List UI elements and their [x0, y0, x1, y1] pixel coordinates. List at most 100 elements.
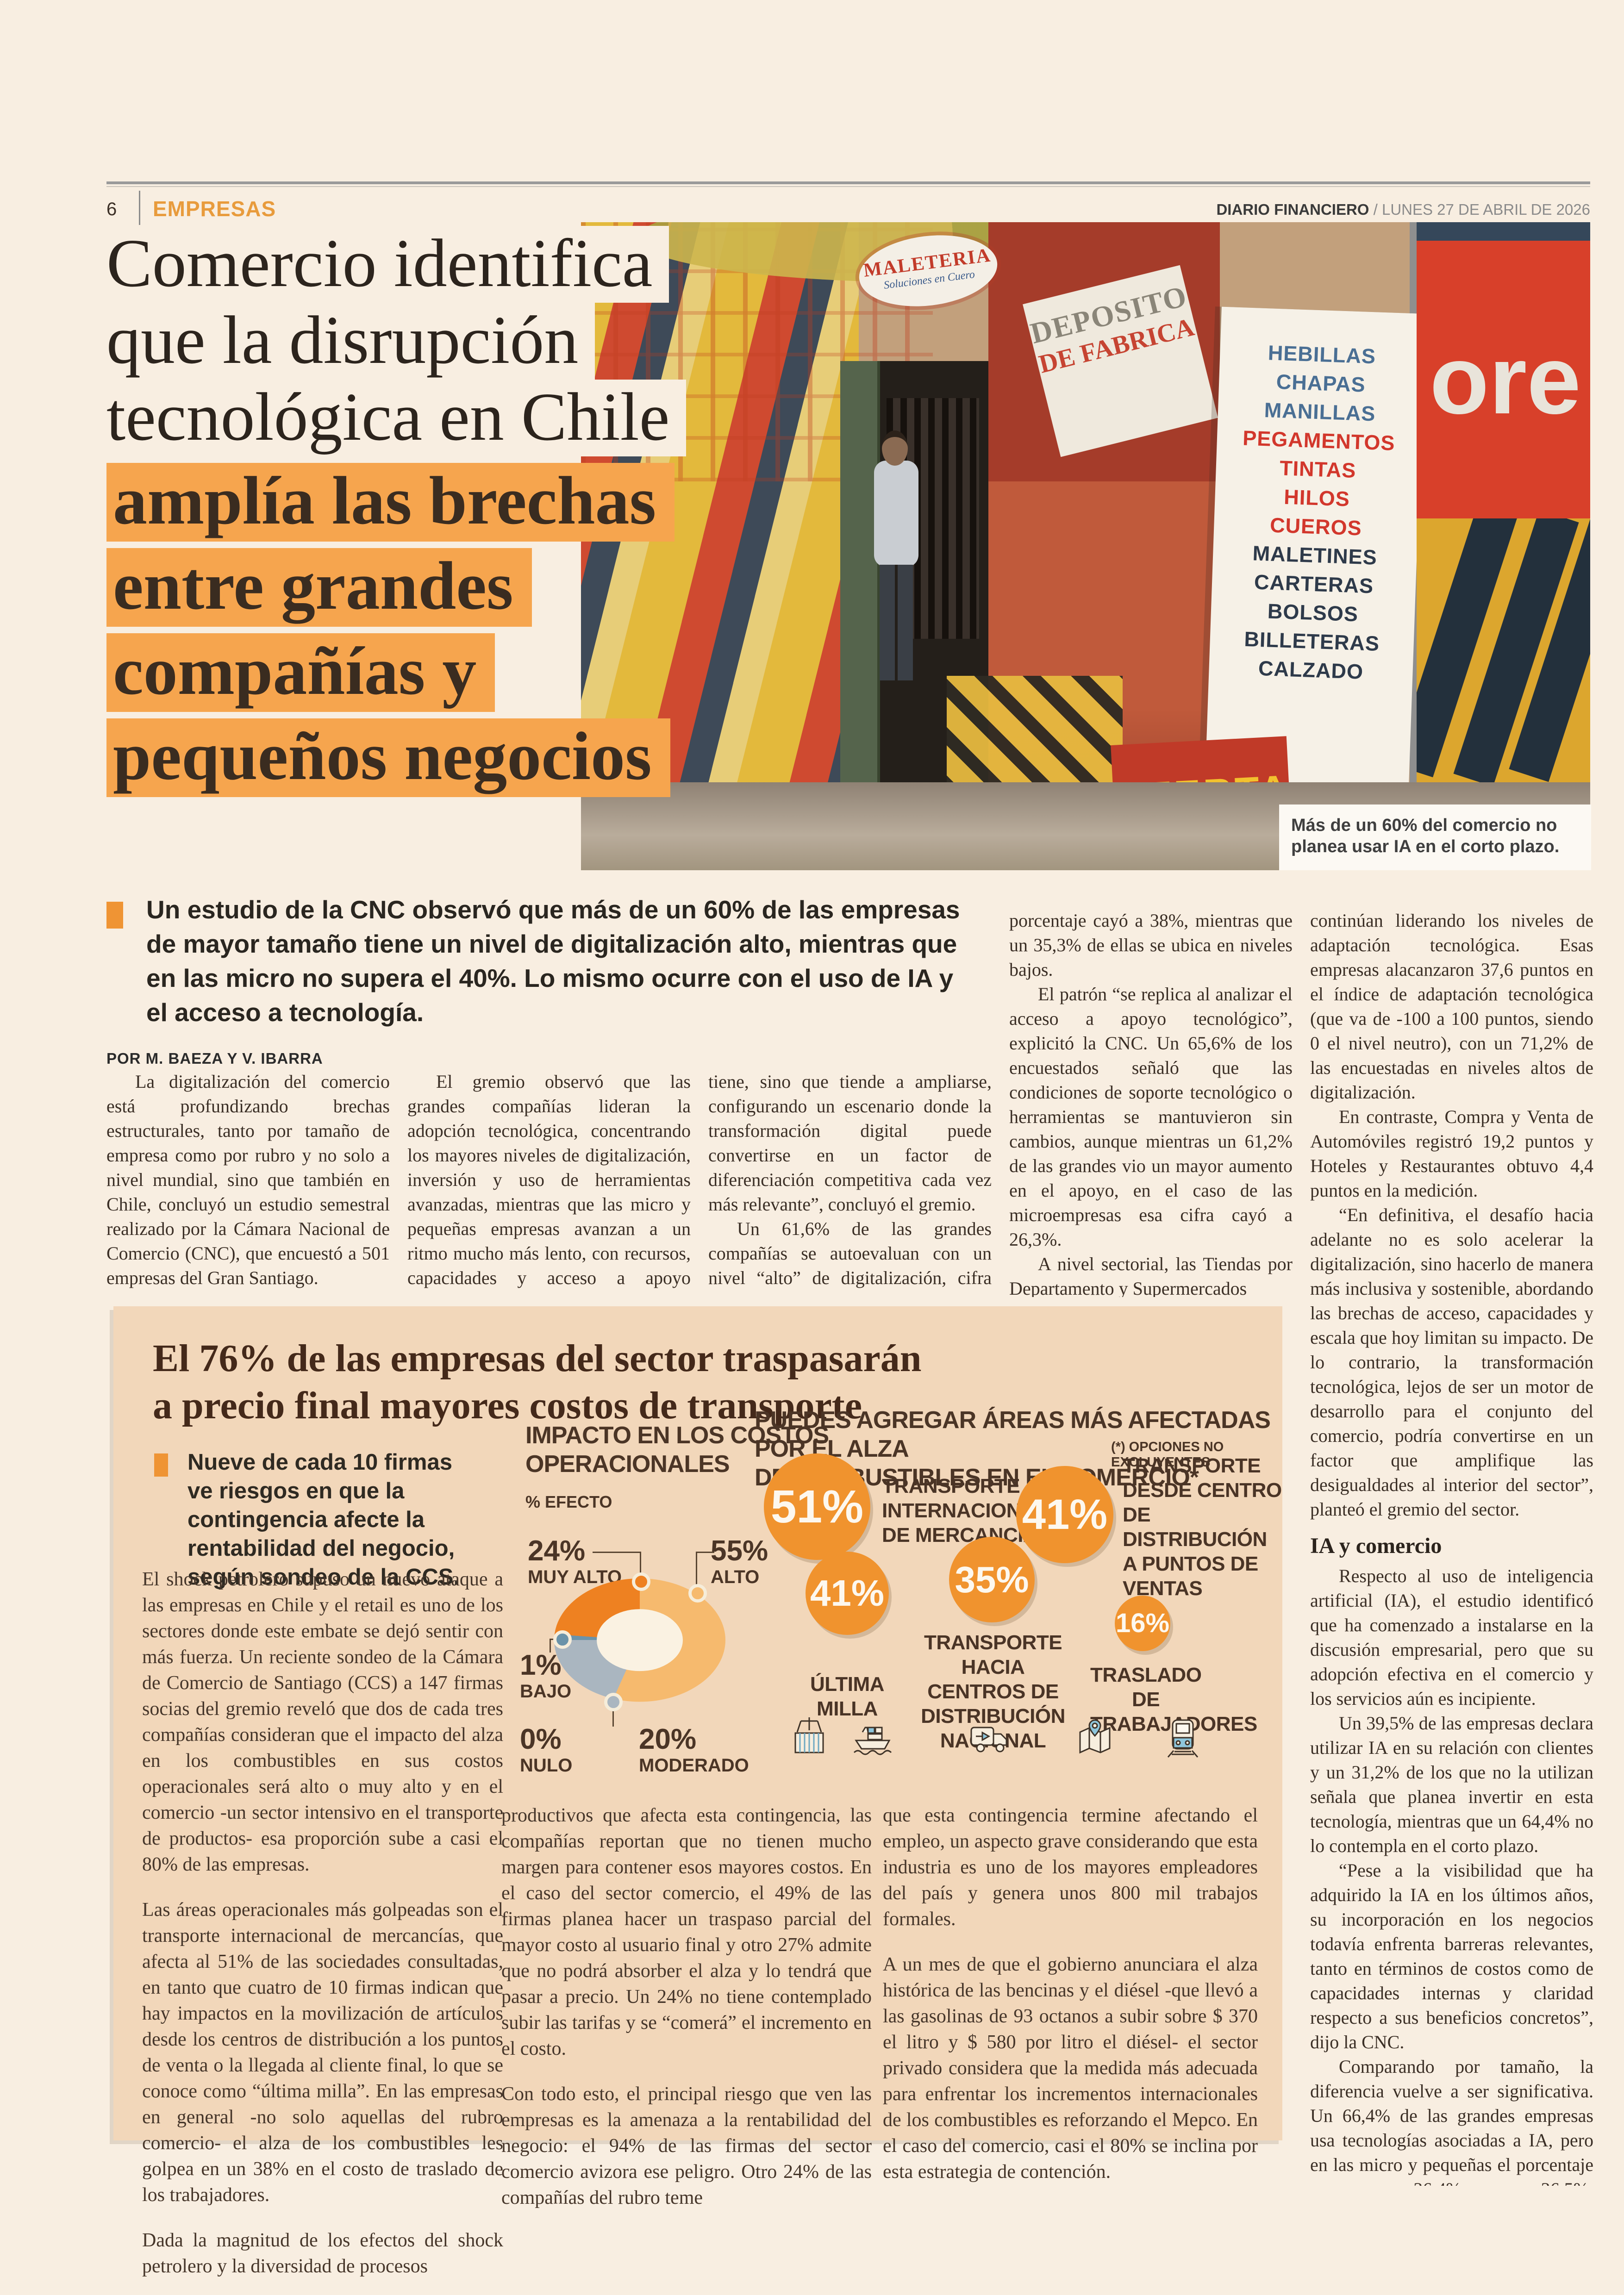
article-column-5: continúan liderando los niveles de adapt… — [1310, 908, 1593, 2186]
box-paragraph: productivos que afecta esta contingencia… — [501, 1805, 872, 2059]
leader-line — [696, 1552, 697, 1593]
donut-hole — [597, 1609, 683, 1671]
headline-highlight-line: compañías y — [106, 633, 495, 712]
article-paragraph: continúan liderando los niveles de adapt… — [1310, 910, 1593, 1103]
masthead-brand: DIARIO FINANCIERO — [1216, 201, 1369, 218]
masthead-date: / LUNES 27 DE ABRIL DE 2026 — [1369, 201, 1590, 218]
donut-dot-alto — [688, 1584, 707, 1603]
article-paragraph: Comparando por tamaño, la diferencia vue… — [1310, 2056, 1593, 2186]
billboard-letters: ore — [1430, 325, 1581, 434]
box-paragraph: Dada la magnitud de los efectos del shoc… — [142, 2230, 503, 2277]
leader-line — [640, 1552, 641, 1579]
leader-line — [696, 1552, 714, 1553]
bubble-35-label: TRANSPORTE HACIA CENTROS DE DISTRIBUCIÓN… — [921, 1631, 1065, 1752]
bubble-16: 16% — [1115, 1596, 1170, 1651]
bubble-41b-label: ÚLTIMA MILLA — [810, 1673, 884, 1720]
truck-icon — [964, 1714, 1015, 1760]
box-column-3: que esta contingencia termine afectando … — [883, 1783, 1258, 2183]
person-jacket — [874, 461, 918, 567]
donut-dot-moderado — [604, 1693, 623, 1711]
headline-line: tecnológica en Chile — [106, 380, 687, 456]
page-number: 6 — [106, 199, 117, 219]
box-paragraph: Con todo esto, el principal riesgo que v… — [501, 2083, 872, 2208]
bubble-41a-label: TRANSPORTE DESDE CENTRO DE DISTRIBUCIÓN … — [1123, 1454, 1282, 1600]
leader-line — [550, 1639, 551, 1653]
green-door — [840, 361, 880, 824]
bubble-chart-note: (*) OPCIONES NO EXCLUYENTES — [1111, 1440, 1224, 1470]
headline-plain: Comercio identifica que la disrupción te… — [106, 226, 856, 456]
leader-line — [612, 1704, 614, 1727]
article-paragraph: Respecto al uso de inteligencia artifici… — [1310, 1565, 1593, 1709]
box-paragraph: que esta contingencia termine afectando … — [883, 1805, 1258, 1930]
box-paragraph: Las áreas operacionales más golpeadas so… — [142, 1899, 503, 2206]
lead-bullet-square — [106, 902, 123, 929]
bubble-51: 51% — [764, 1453, 870, 1560]
lead-paragraph: Un estudio de la CNC observó que más de … — [146, 895, 960, 1027]
masthead: DIARIO FINANCIERO / LUNES 27 DE ABRIL DE… — [1216, 201, 1590, 218]
box-title: El 76% de las empresas del sector traspa… — [153, 1337, 922, 1427]
article-paragraph: Un 61,6% de las grandes compañías se aut… — [708, 1218, 992, 1288]
article-column-1: La digitalización del comercio está prof… — [106, 1069, 390, 1291]
donut-dot-bajo — [553, 1630, 572, 1649]
article-column-3: tiene, sino que tiende a ampliarse, conf… — [708, 1069, 992, 1291]
section-kicker[interactable]: EMPRESAS — [153, 197, 276, 221]
headline-highlight-line: amplía las brechas — [106, 463, 675, 542]
box-paragraph: A un mes de que el gobierno anunciara el… — [883, 1954, 1258, 2183]
article-paragraph: tiene, sino que tiende a ampliarse, conf… — [708, 1071, 992, 1215]
article-column-4: porcentaje cayó a 38%, mientras que un 3… — [1009, 908, 1293, 1297]
map-icon — [1069, 1714, 1120, 1760]
donut-chart — [554, 1578, 725, 1702]
subhead-ia-y-comercio: IA y comercio — [1310, 1534, 1442, 1558]
person-head — [882, 430, 908, 466]
bubble-41b: 41% — [806, 1552, 889, 1635]
donut-label-alto: 55% ALTO — [711, 1535, 768, 1588]
article-paragraph: A nivel sectorial, las Tiendas por Depar… — [1009, 1254, 1293, 1297]
yellow-billboard — [1417, 518, 1590, 782]
byline: POR M. BAEZA Y V. IBARRA — [106, 1050, 323, 1067]
article-paragraph: El gremio observó que las grandes compañ… — [407, 1071, 691, 1288]
headline-highlight: amplía las brechas entre grandes compañí… — [106, 456, 856, 797]
products-sign: HEBILLAS CHAPAS MANILLAS PEGAMENTOS TINT… — [1204, 306, 1425, 811]
person-legs — [880, 565, 913, 680]
article-paragraph: Un 39,5% de las empresas declara utiliza… — [1310, 1713, 1593, 1856]
box-bullet-square — [154, 1453, 168, 1477]
donut-chart-title: IMPACTO EN LOS COSTOS OPERACIONALES — [525, 1422, 829, 1478]
article-column-2: El gremio observó que las grandes compañ… — [407, 1069, 691, 1291]
box-bullet-text: Nueve de cada 10 firmas ve riesgos en qu… — [187, 1450, 460, 1590]
article-paragraph: En contraste, Compra y Venta de Automóvi… — [1310, 1106, 1593, 1201]
box-paragraph: El shock petrolero supuso un nuevo ataqu… — [142, 1569, 503, 1875]
donut-label-bajo: 1% BAJO — [520, 1649, 572, 1702]
train-icon — [1157, 1714, 1208, 1760]
container-icon — [784, 1714, 835, 1760]
red-billboard: ore — [1417, 222, 1590, 537]
infographic-box: El 76% de las empresas del sector traspa… — [113, 1306, 1282, 2277]
headline-highlight-line: pequeños negocios — [106, 718, 670, 797]
leader-line — [593, 1552, 641, 1553]
donut-dot-muy-alto — [632, 1572, 650, 1591]
top-rule — [106, 181, 1590, 184]
kicker-divider — [139, 191, 140, 225]
headline-highlight-line: entre grandes — [106, 548, 532, 627]
box-column-2: productivos que afecta esta contingencia… — [501, 1783, 872, 2208]
box-column-1: El shock petrolero supuso un nuevo ataqu… — [142, 1547, 503, 2277]
article-paragraph: “En definitiva, el desafío hacia adelant… — [1310, 1204, 1593, 1520]
bubble-41a: 41% — [1016, 1466, 1113, 1563]
article-paragraph: “Pese a la visibilidad que ha adquirido … — [1310, 1860, 1593, 2052]
top-rule-thin — [106, 186, 1590, 187]
article-paragraph: El patrón “se replica al analizar el acc… — [1009, 984, 1293, 1250]
bubble-35: 35% — [949, 1537, 1035, 1622]
lead-paragraph-wrap: Un estudio de la CNC observó que más de … — [106, 892, 977, 1029]
headline-block: Comercio identifica que la disrupción te… — [106, 226, 856, 797]
donut-chart-subtitle: % EFECTO — [525, 1492, 612, 1511]
donut-label-nulo: 0% NULO — [520, 1723, 573, 1776]
bubble-16-label: TRASLADO DE TRABAJADORES — [1090, 1664, 1257, 1735]
photo-caption-box: Más de un 60% del comercio no planea usa… — [1279, 804, 1591, 870]
headline-line: Comercio identifica — [106, 226, 669, 303]
street-photo: MALETERIA Soluciones en Cuero DEPOSITO D… — [581, 222, 1590, 870]
headline-line: que la disrupción — [106, 303, 595, 380]
donut-label-moderado: 20% MODERADO — [639, 1723, 749, 1776]
article-paragraph: La digitalización del comercio está prof… — [106, 1071, 390, 1288]
photo-caption: Más de un 60% del comercio no planea usa… — [1291, 816, 1560, 856]
article-paragraph: porcentaje cayó a 38%, mientras que un 3… — [1009, 910, 1293, 980]
ship-icon — [847, 1714, 898, 1760]
